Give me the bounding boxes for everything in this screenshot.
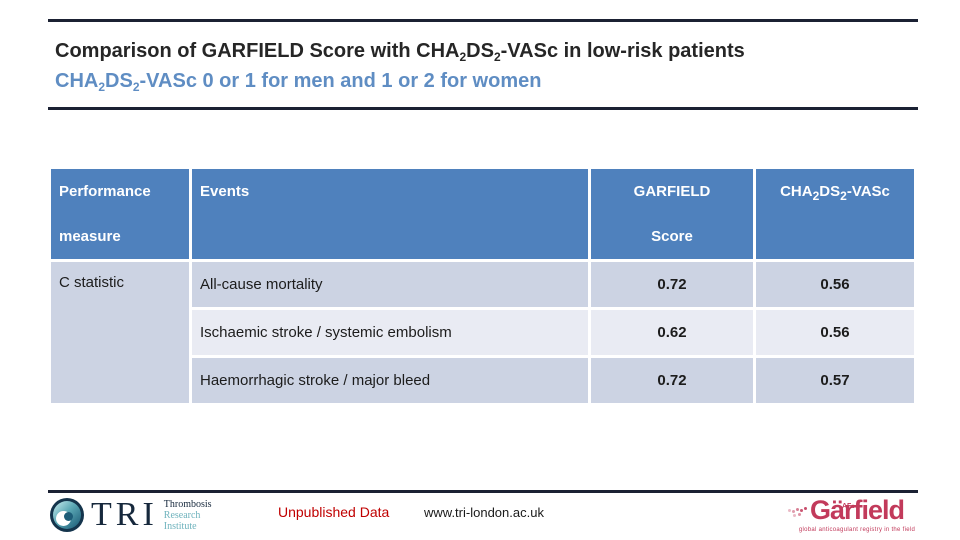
header-subscript: 2 (840, 189, 847, 203)
table-header-row: Performance measure Events GARFIELD Scor… (51, 169, 914, 259)
title-part: DS (466, 40, 494, 62)
tri-logo-text: Thrombosis Research Institute (164, 499, 212, 532)
col-header-performance-measure: Performance measure (51, 169, 189, 259)
garfield-value-cell: 0.62 (591, 310, 753, 355)
event-cell: Ischaemic stroke / systemic embolism (192, 310, 588, 355)
col-header-events: Events (192, 169, 588, 259)
garfield-logo: Gärfield AF global anticoagulant registr… (793, 497, 921, 534)
chads-value-cell: 0.56 (756, 310, 914, 355)
garfield-swoosh-dots-icon (803, 507, 807, 510)
table-row: C statistic All-cause mortality 0.72 0.5… (51, 262, 914, 403)
subtitle-part: CHA (55, 70, 99, 92)
garfield-logo-af: AF (841, 503, 852, 510)
chads-value-cell: 0.57 (756, 358, 914, 403)
header-part: CHA (780, 183, 813, 200)
tri-logo-line: Thrombosis (163, 498, 212, 510)
subtitle-subscript: 2 (132, 80, 140, 94)
event-cell: All-cause mortality (192, 262, 588, 307)
tri-logo-line: Research (163, 509, 201, 521)
garfield-logo-name: Gärfield (809, 495, 905, 525)
subtitle-subscript: 2 (98, 80, 106, 94)
header-line: Performance (59, 183, 151, 200)
header-line: Score (651, 228, 693, 245)
mid-rule (48, 107, 918, 110)
col-header-garfield-score: GARFIELD Score (591, 169, 753, 259)
tri-logo-line: Institute (163, 520, 197, 532)
tri-logo-acronym: TRI (91, 496, 158, 533)
top-rule (48, 19, 918, 22)
comparison-table: Performance measure Events GARFIELD Scor… (48, 166, 917, 406)
garfield-logo-tagline: global anticoagulant registry in the fie… (798, 527, 916, 533)
footer-rule (48, 490, 918, 493)
event-cell: Haemorrhagic stroke / major bleed (192, 358, 588, 403)
subtitle-part: DS (105, 70, 133, 92)
header-line: GARFIELD (633, 183, 711, 200)
title-subscript: 2 (493, 50, 501, 64)
header-line: CHA2DS2-VASc (756, 169, 914, 214)
header-subscript: 2 (812, 189, 820, 203)
title-part: Comparison of GARFIELD Score with CHA (55, 40, 460, 62)
slide-subtitle: CHA2DS2-VASc 0 or 1 for men and 1 or 2 f… (55, 70, 542, 94)
col-header-chads-vasc: CHA2DS2-VASc (756, 169, 914, 259)
subtitle-part: -VASc 0 or 1 for men and 1 or 2 for wome… (139, 70, 542, 92)
title-part: -VASc in low-risk patients (500, 40, 745, 62)
unpublished-data-label: Unpublished Data (278, 504, 390, 520)
garfield-logo-wordmark: Gärfield AF (803, 495, 905, 525)
header-line: measure (59, 228, 121, 245)
chads-value-cell: 0.56 (756, 262, 914, 307)
header-part: DS (819, 183, 841, 200)
header-line: Events (200, 183, 250, 200)
table-row: Haemorrhagic stroke / major bleed 0.72 0… (51, 358, 914, 403)
header-part: -VASc (846, 183, 890, 200)
tri-logo-icon-dot (64, 512, 73, 521)
slide-title: Comparison of GARFIELD Score with CHA2DS… (55, 40, 745, 64)
row-group-label: C statistic (51, 262, 189, 403)
website-text: www.tri-london.ac.uk (424, 505, 544, 520)
garfield-value-cell: 0.72 (591, 358, 753, 403)
title-subscript: 2 (459, 50, 467, 64)
tri-logo: TRI Thrombosis Research Institute (50, 498, 212, 532)
tri-logo-icon (50, 498, 84, 532)
garfield-value-cell: 0.72 (591, 262, 753, 307)
table-row: Ischaemic stroke / systemic embolism 0.6… (51, 310, 914, 355)
